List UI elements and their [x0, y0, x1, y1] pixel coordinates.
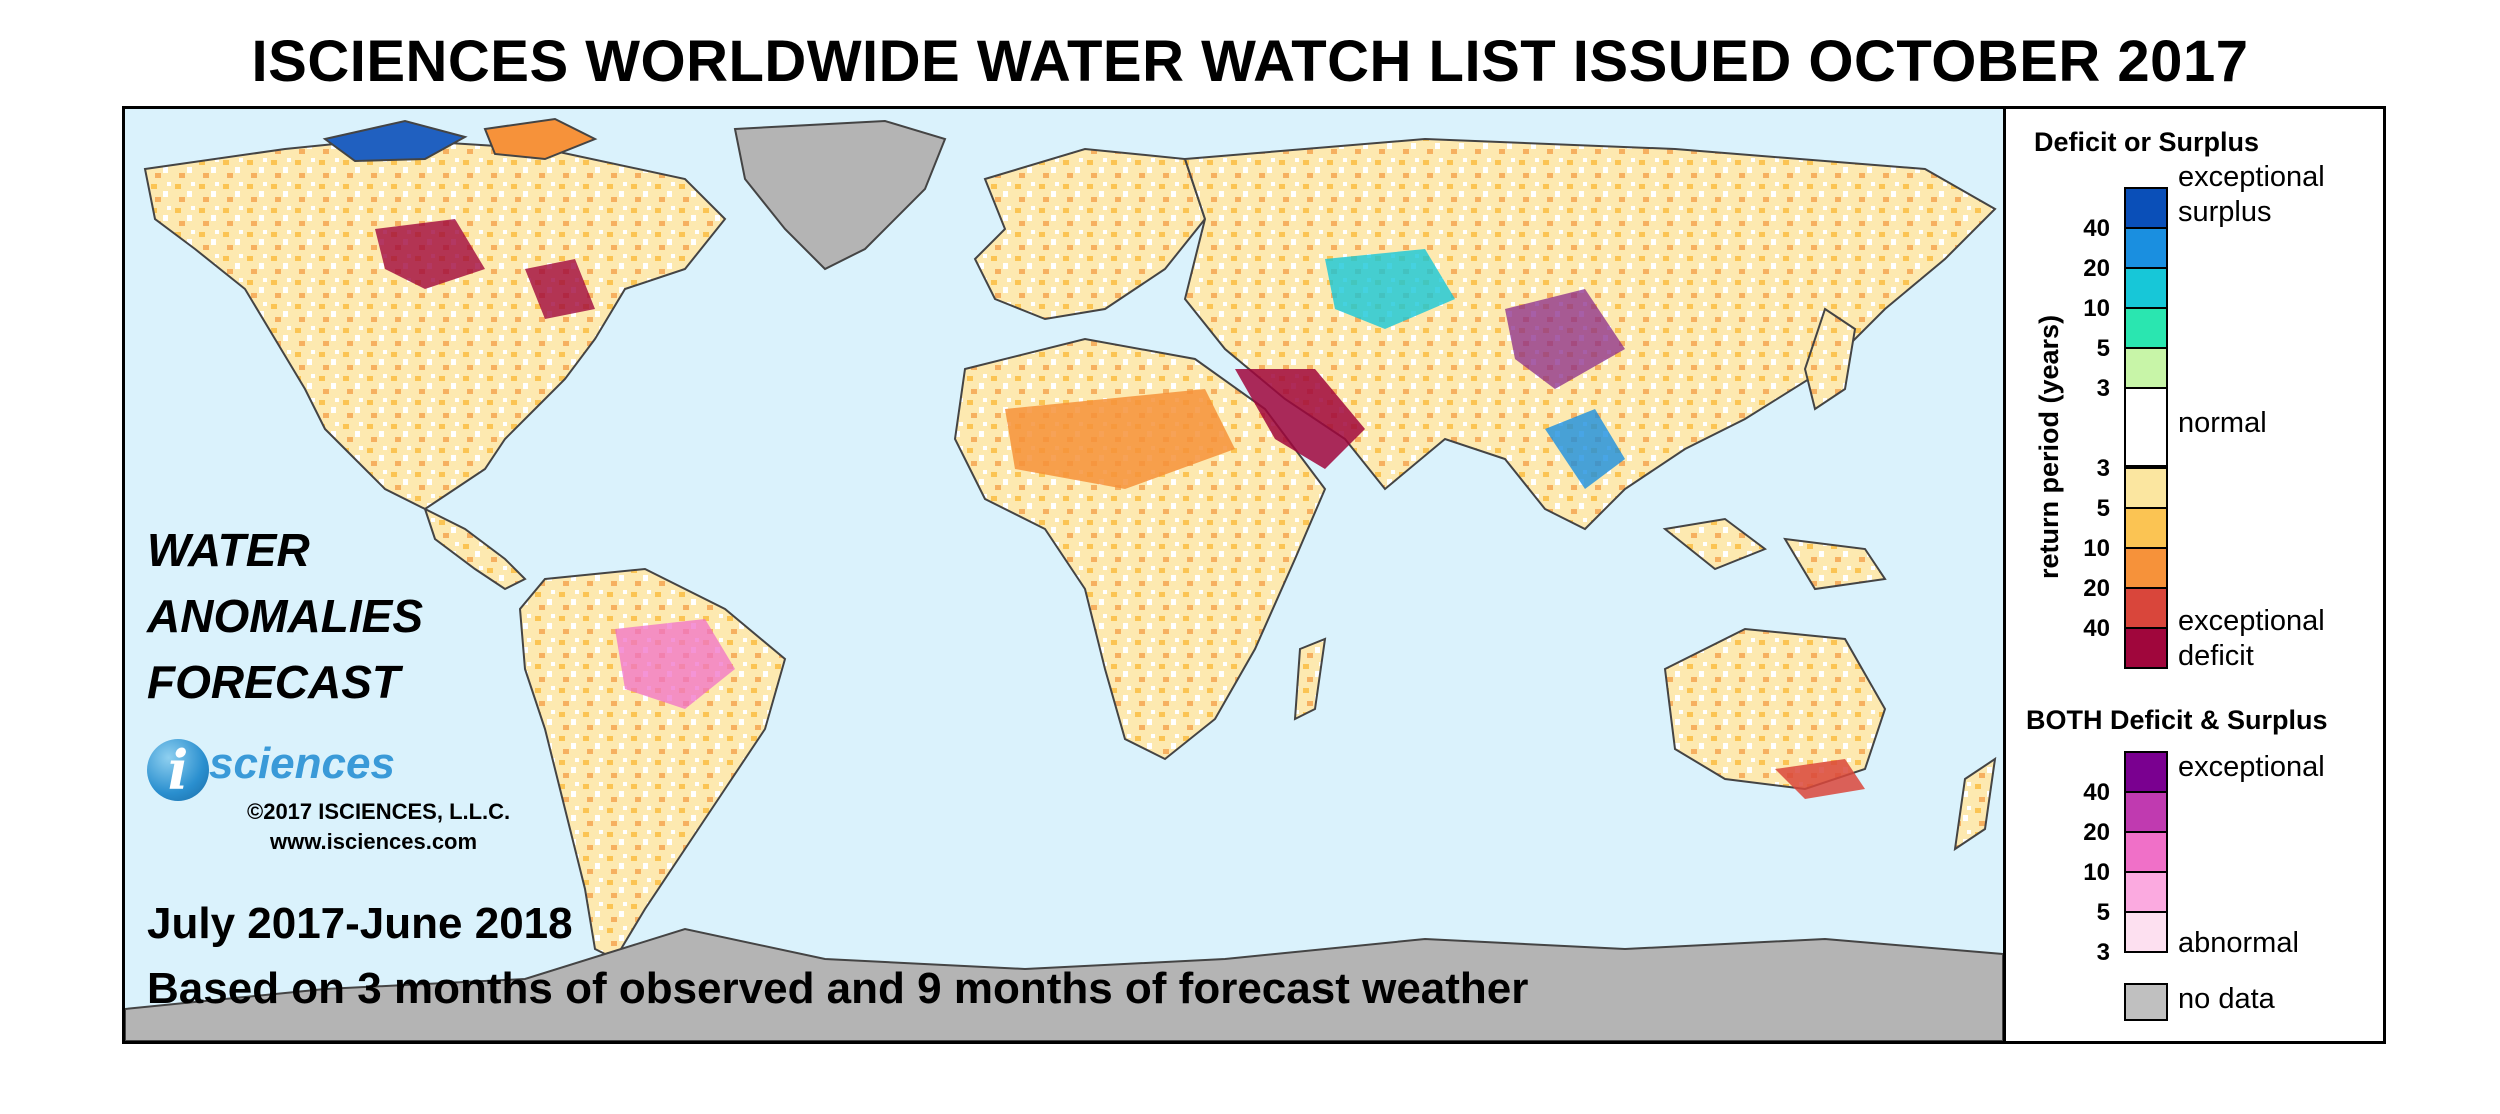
surplus-tick: 5	[2096, 335, 2110, 362]
copyright-text: ©2017 ISCIENCES, L.L.C.	[247, 799, 511, 824]
surplus-swatch	[2124, 347, 2168, 389]
no-data-swatch	[2124, 983, 2168, 1021]
world-map: WATER ANOMALIES FORECAST i sciences ©201…	[125, 109, 2003, 1041]
deficit-swatch	[2124, 467, 2168, 509]
both-abnormal-label: abnormal	[2178, 927, 2299, 959]
antarctica	[125, 927, 2003, 1041]
heading-line-3: FORECAST	[147, 656, 400, 708]
heading-line-1: WATER	[147, 524, 310, 576]
deficit-swatch	[2124, 507, 2168, 549]
both-tick: 40	[2083, 779, 2110, 806]
isciences-logo: i sciences	[147, 735, 407, 807]
both-swatch	[2124, 911, 2168, 953]
both-exceptional-label: exceptional	[2178, 751, 2325, 783]
surplus-tick: 3	[2096, 375, 2110, 402]
heading-line-2: ANOMALIES	[147, 590, 423, 642]
exceptional-deficit-label: exceptional deficit	[2178, 605, 2325, 672]
deficit-tick: 5	[2096, 495, 2110, 522]
deficit-swatch	[2124, 627, 2168, 669]
both-tick: 3	[2096, 939, 2110, 966]
normal-swatch	[2124, 387, 2168, 467]
both-tick: 10	[2083, 859, 2110, 886]
legend-divider	[2003, 106, 2006, 1044]
central-america	[423, 507, 527, 591]
surplus-tick: 10	[2083, 295, 2110, 322]
no-data-label: no data	[2178, 983, 2275, 1015]
basis-text: Based on 3 months of observed and 9 mont…	[147, 964, 1529, 1013]
page-title: ISCIENCES WORLDWIDE WATER WATCH LIST ISS…	[251, 29, 2249, 94]
europe	[973, 147, 1207, 321]
both-tick: 20	[2083, 819, 2110, 846]
logo-icon: i	[147, 739, 209, 801]
website-text: www.isciences.com	[270, 829, 478, 854]
legend-both-title: BOTH Deficit & Surplus	[2026, 705, 2328, 735]
north-america	[143, 137, 727, 511]
surplus-tick: 20	[2083, 255, 2110, 282]
map-frame	[122, 106, 2386, 1044]
surplus-tick: 40	[2083, 215, 2110, 242]
both-swatch	[2124, 871, 2168, 913]
deficit-swatch	[2124, 587, 2168, 629]
both-swatch	[2124, 751, 2168, 793]
map-graphic	[125, 117, 2003, 1041]
australia	[1663, 627, 1887, 791]
both-swatch	[2124, 831, 2168, 873]
surplus-swatch	[2124, 227, 2168, 269]
legend-axis-label: return period (years)	[2034, 314, 2064, 579]
both-tick: 5	[2096, 899, 2110, 926]
surplus-swatch	[2124, 307, 2168, 349]
surplus-swatch	[2124, 267, 2168, 309]
surplus-swatch	[2124, 187, 2168, 229]
deficit-tick: 40	[2083, 615, 2110, 642]
exceptional-surplus-label: exceptional surplus	[2178, 161, 2325, 228]
deficit-tick: 20	[2083, 575, 2110, 602]
period-text: July 2017-June 2018	[147, 899, 573, 948]
forecast-heading: WATER ANOMALIES FORECAST	[147, 517, 423, 715]
deficit-tick: 10	[2083, 535, 2110, 562]
legend: Deficit or Surplus return period (years)…	[2006, 109, 2383, 1041]
normal-label: normal	[2178, 407, 2267, 439]
logo-wordmark: sciences	[209, 739, 395, 788]
deficit-swatch	[2124, 547, 2168, 589]
greenland	[733, 119, 947, 271]
legend-deficit-surplus-title: Deficit or Surplus	[2034, 127, 2260, 157]
both-swatch	[2124, 791, 2168, 833]
deficit-tick: 3	[2096, 455, 2110, 482]
